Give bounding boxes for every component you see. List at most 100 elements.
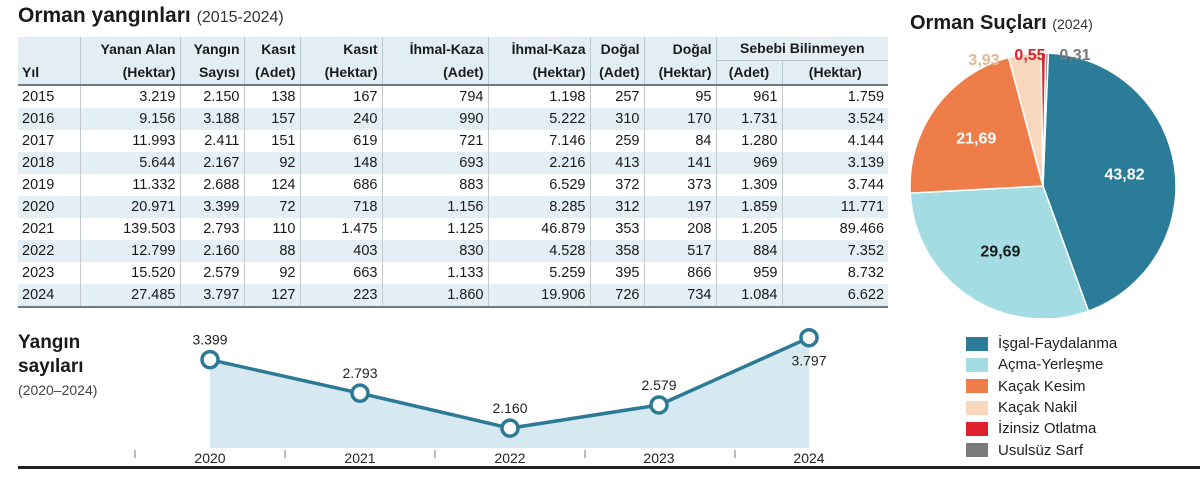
year-cell: 2021 — [18, 218, 81, 240]
pie-slice — [909, 185, 1090, 320]
value-cell: 4.528 — [488, 240, 591, 262]
year-cell: 2019 — [18, 174, 81, 196]
bottom-rule — [18, 466, 1200, 469]
data-point — [200, 349, 220, 370]
slice-label: 0,31 — [1059, 47, 1090, 64]
value-cell: 310 — [590, 108, 645, 130]
legend-swatch — [966, 400, 988, 415]
value-cell: 2.167 — [180, 152, 245, 174]
line-chart-title: Yangın sayıları — [18, 331, 84, 379]
slice-label: 29,69 — [980, 243, 1020, 260]
value-cell: 8.732 — [847, 265, 885, 281]
header-bottom-3: (Hektar) — [300, 60, 383, 85]
value-cell: 72 — [244, 196, 301, 218]
x-tick-label: 2023 — [643, 450, 674, 466]
value-cell: 7.146 — [488, 130, 591, 152]
header-top-1: Yangın — [180, 37, 245, 61]
value-cell: 3.188 — [180, 108, 245, 130]
legend-swatch — [966, 357, 988, 372]
value-cell: 27.485 — [80, 284, 181, 307]
fires-table: Yıl Yanan Alan Yangın Kasıt Kasıt İhmal-Kaza İ… — [18, 37, 889, 308]
value-cell: 20.971 — [80, 196, 181, 218]
value-cell: 8.285 — [488, 196, 591, 218]
value-cell: 693 — [382, 152, 489, 174]
forest-crimes-pie-chart: 43,82 29,69 21,69 3,93 0,55 0,31 — [909, 47, 1177, 320]
header-row-bottom: (Hektar) Sayısı (Adet) (Hektar) (Adet) (Hekta… — [18, 60, 889, 85]
table-row: 2018 5.644 2.167 92 148 693 2.216 413 141 969 3.13… — [18, 152, 889, 174]
year-cell: 2018 — [18, 152, 81, 174]
slice-label: 43,82 — [1104, 166, 1144, 183]
legend-label: Kaçak Kesim — [998, 377, 1086, 395]
value-cell: 1.759 — [847, 89, 885, 105]
value-cell: 148 — [300, 152, 383, 174]
value-cell: 15.520 — [80, 262, 181, 284]
table-period: (2015-2024) — [196, 9, 284, 26]
value-cell: 157 — [244, 108, 301, 130]
pie-slice — [909, 56, 1044, 194]
legend-label: Usulsüz Sarf — [998, 441, 1084, 459]
legend-item: İzinsiz Otlatma — [966, 418, 1117, 439]
value-cell: 11.332 — [80, 174, 181, 196]
value-cell: 6.529 — [488, 174, 591, 196]
line-title-1: Yangın — [18, 332, 81, 353]
header-bottom-6: (Adet) — [590, 60, 645, 85]
value-cell: 5.644 — [80, 152, 181, 174]
data-point — [799, 327, 819, 348]
table-row: 2015 3.219 2.150 138 167 794 1.198 257 95 961 1.75… — [18, 85, 888, 108]
value-cell: 884 — [716, 240, 783, 262]
header-bottom-8: (Adet) — [716, 60, 783, 85]
legend-label: İşgal-Faydalanma — [998, 335, 1118, 353]
table-body: 2015 3.219 2.150 138 167 794 1.198 257 95 961 1.75… — [18, 85, 889, 307]
fire-count-line-chart: 3.399 2020 2.793 2021 2.160 2022 2.579 2023 3.79… — [134, 327, 827, 466]
header-top-7: Doğal — [644, 37, 717, 61]
value-cell: 4.144 — [847, 133, 885, 149]
value-cell: 138 — [244, 85, 301, 108]
table-row: 2016 9.156 3.188 157 240 990 5.222 310 170 1.731 3… — [18, 108, 889, 130]
data-label: 2.579 — [641, 377, 676, 393]
value-cell: 718 — [300, 196, 383, 218]
legend-swatch — [966, 443, 988, 458]
value-cell: 3.797 — [180, 284, 245, 307]
value-cell: 619 — [300, 130, 383, 152]
pie-title-text: Orman Suçları — [910, 12, 1047, 34]
value-cell: 1.859 — [716, 196, 783, 218]
data-label: 2.160 — [492, 400, 527, 416]
x-tick-label: 2020 — [194, 450, 225, 466]
year-cell: 2016 — [18, 108, 81, 130]
legend-swatch — [966, 421, 988, 436]
legend-swatch — [966, 336, 988, 351]
header-top-0: Yanan Alan — [80, 37, 181, 61]
data-point — [350, 383, 370, 403]
value-cell: 167 — [300, 85, 383, 108]
year-cell: 2023 — [18, 262, 81, 284]
value-cell: 517 — [644, 240, 717, 262]
legend-label: İzinsiz Otlatma — [998, 420, 1097, 438]
value-cell: 2.688 — [180, 174, 245, 196]
header-top-4: İhmal-Kaza — [382, 37, 489, 61]
value-cell: 3.744 — [847, 177, 885, 193]
value-cell: 19.906 — [488, 284, 591, 307]
value-cell: 1.156 — [382, 196, 489, 218]
table-row: 2019 11.332 2.688 124 686 883 6.529 372 373 1.309… — [18, 174, 888, 196]
value-cell: 2.216 — [488, 152, 591, 174]
value-cell: 1.084 — [716, 284, 783, 307]
value-cell: 2.793 — [180, 218, 245, 240]
header-year: Yıl — [18, 37, 81, 85]
value-cell: 46.879 — [488, 218, 591, 240]
value-cell: 127 — [244, 284, 301, 307]
value-cell: 358 — [590, 240, 645, 262]
data-point — [649, 395, 669, 415]
pie-slice — [1042, 52, 1177, 312]
value-cell: 5.222 — [488, 108, 591, 130]
value-cell: 88 — [244, 240, 301, 262]
value-cell: 11.771 — [782, 196, 889, 218]
table-title-text: Orman yangınları — [18, 4, 191, 27]
year-cell: 2017 — [18, 130, 81, 152]
value-cell: 259 — [590, 130, 645, 152]
table-row: 2020 20.971 3.399 72 718 1.156 8.285 312 197 1.85… — [18, 196, 889, 218]
value-cell: 1.475 — [300, 218, 383, 240]
value-cell: 124 — [244, 174, 301, 196]
value-cell: 6.622 — [782, 284, 889, 307]
header-bottom-0: (Hektar) — [80, 60, 181, 85]
value-cell: 413 — [590, 152, 645, 174]
